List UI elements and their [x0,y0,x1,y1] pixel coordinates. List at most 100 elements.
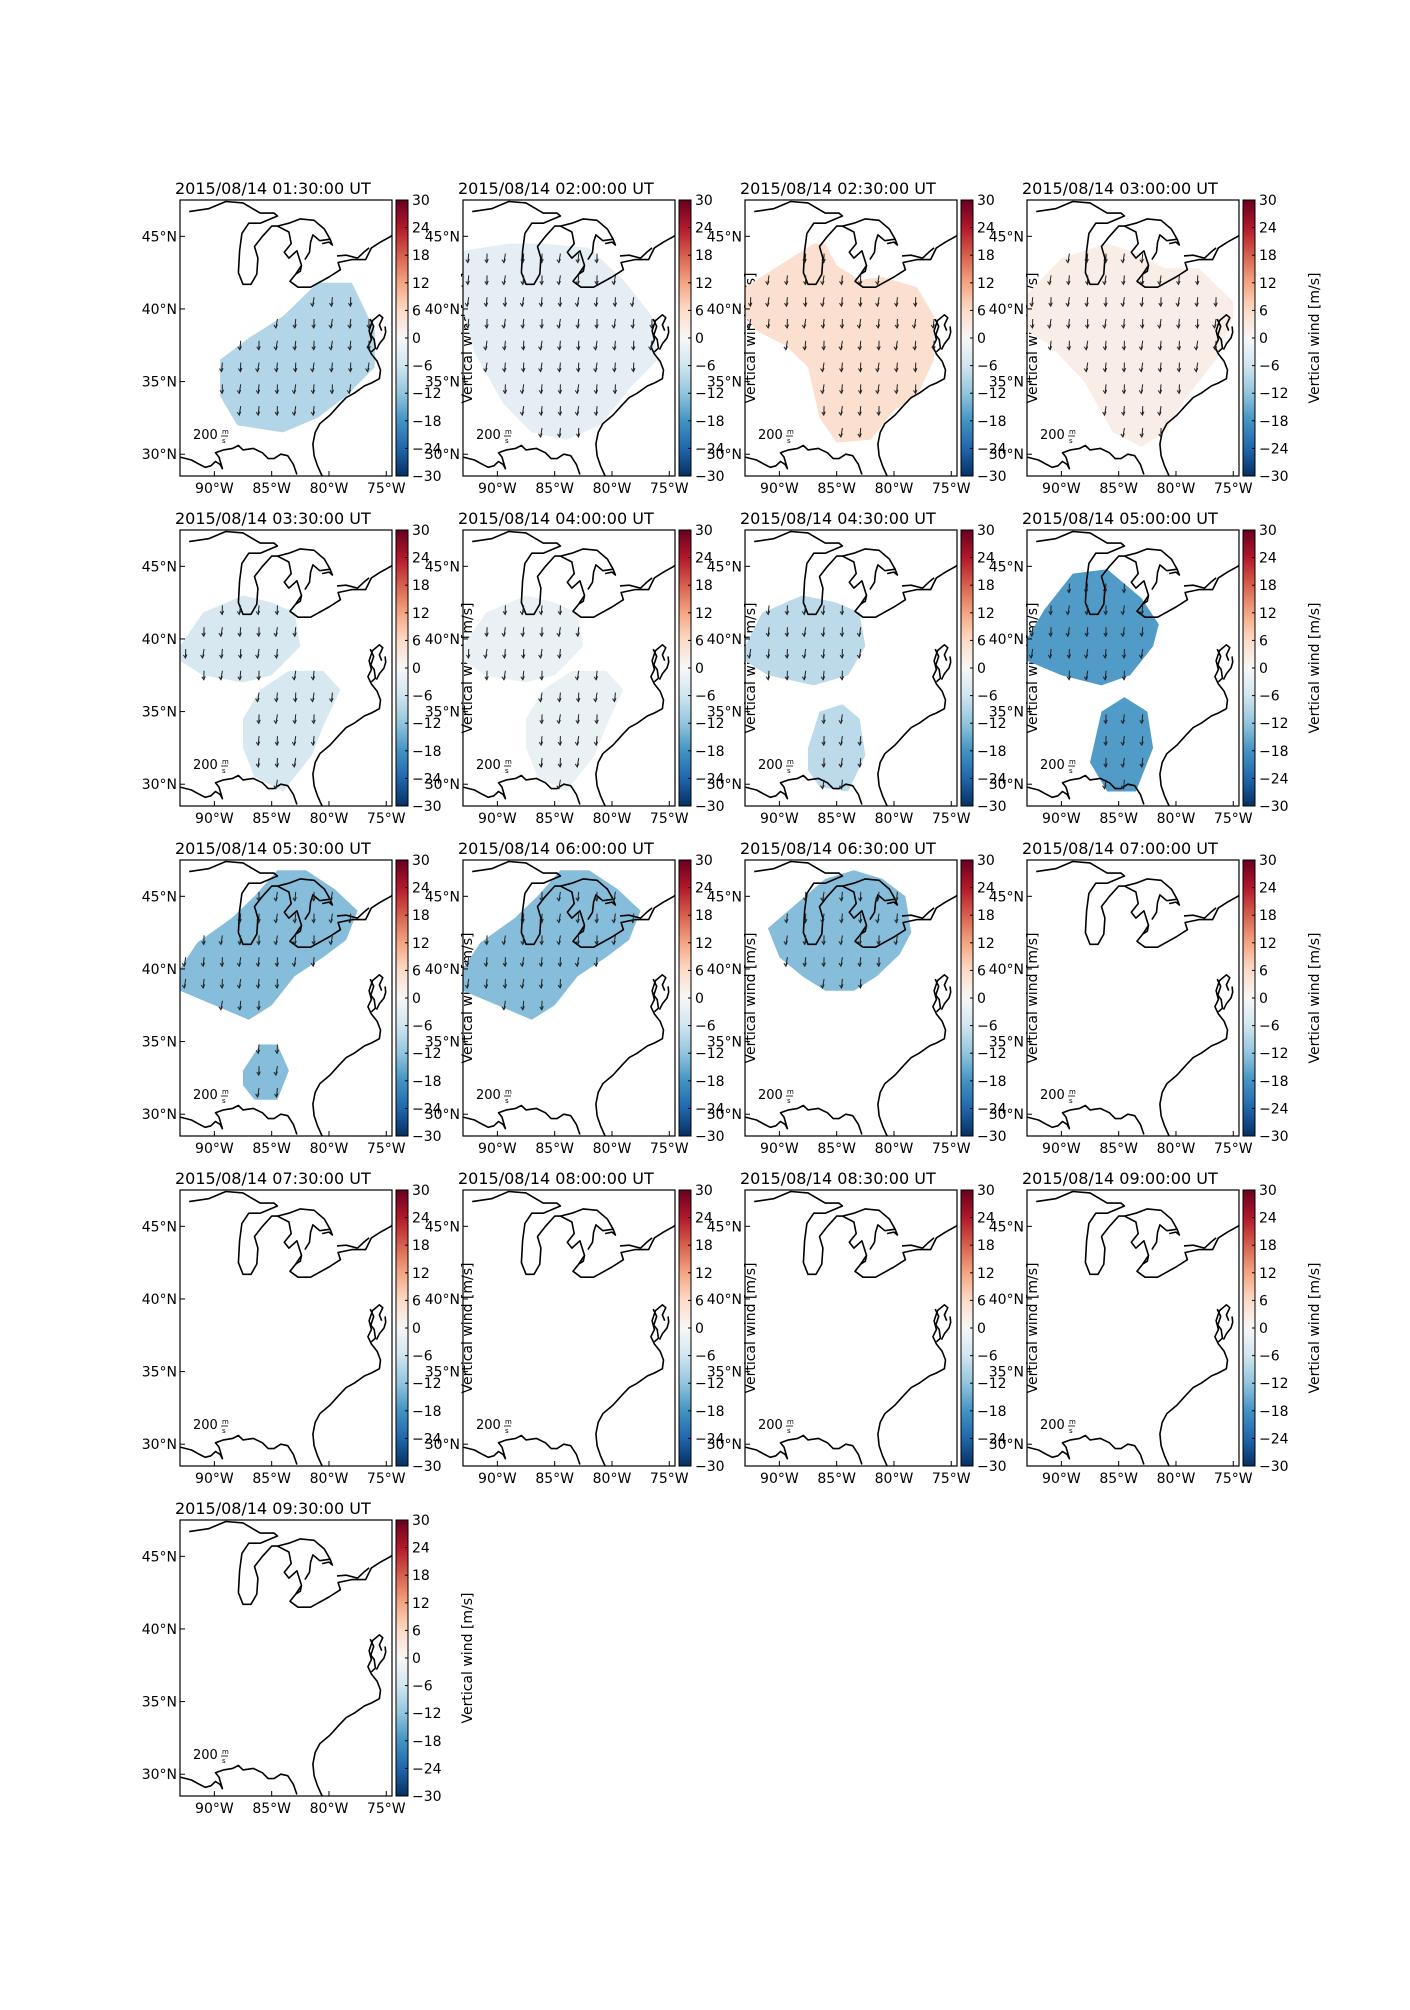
colorbar-tick-label: 30 [412,853,430,869]
lat-tick-label: 35°N [989,705,1024,721]
lat-tick-label: 30°N [989,1107,1024,1123]
panel-frame [462,529,676,807]
wind-arrow-head [857,346,862,351]
wind-arrow-head [539,280,544,286]
wind-arrow-head [838,411,843,417]
coastline [1159,644,1231,806]
quiver-key-unit-num: m [222,1748,229,1756]
colorbar-tick-label: −24 [977,1431,1007,1447]
panel-frame [744,199,958,477]
wind-arrow-head [237,632,242,638]
map-panel: 2015/08/14 06:00:00 UT 200 ms 90°W 85°W 80°W 7… [425,839,759,1157]
colorbar-label: Vertical wind [m/s] [460,1593,476,1724]
colorbar-tick-label: 6 [695,633,704,649]
lon-tick-label: 90°W [760,481,799,497]
wind-arrow-head [1103,741,1108,747]
coastline [1159,974,1231,1136]
wind-arrow-head [557,610,563,616]
wind-arrow-head [273,346,278,351]
wind-arrow-head [1120,433,1125,438]
colorbar-tick-label: 30 [977,523,995,539]
quiver-key-value: 200 [1040,428,1065,443]
wind-arrow-head [1102,280,1107,286]
quiver-key-value: 200 [1040,758,1065,773]
wind-arrow-head [820,302,825,308]
wind-arrow-head [1195,280,1200,286]
wind-arrow-head [201,940,206,946]
wind-arrow-head [858,302,863,308]
wind-arrow-head [273,897,278,902]
lon-tick-label: 90°W [760,811,799,827]
lat-tick-label: 40°N [425,632,460,648]
wind-arrow-head [765,324,771,330]
quiver-key-value: 200 [476,428,501,443]
colorbar-tick-label: −18 [977,414,1007,430]
wind-arrow-head [256,719,261,725]
lat-tick-label: 30°N [142,447,177,463]
quiver-key-value: 200 [476,1418,501,1433]
wind-arrow-head [273,324,278,330]
lat-tick-label: 30°N [707,1107,742,1123]
lat-tick-label: 35°N [425,1035,460,1051]
wind-arrow-head [218,632,223,638]
lon-tick-label: 90°W [1042,811,1081,827]
panel-frame [1026,859,1240,1137]
panel-frame [462,1189,676,1467]
wind-arrow-head [274,654,279,660]
coastline [1222,326,1234,350]
quiver-key-unit-num: m [505,428,512,436]
coastline [619,907,653,919]
lon-tick-label: 85°W [817,1471,856,1487]
wind-arrow-head [502,962,508,968]
wind-arrow-head [291,763,297,768]
colorbar-tick-label: 18 [412,248,430,264]
wind-arrow-head [1139,741,1144,747]
wind-arrow-head [538,389,544,395]
wind-arrow-head [876,940,881,946]
colorbar-tick-label: −30 [695,469,725,485]
coastline [754,1190,957,1278]
wind-arrow-head [857,433,862,438]
coastline [619,247,653,259]
map-panel: 2015/08/14 05:30:00 UT 200 ms 90°W 85°W 80°W 7… [142,839,476,1157]
quiver-key-value: 200 [758,758,783,773]
colorbar-tick-label: −30 [695,799,725,815]
wind-arrow-head [1157,346,1163,351]
quiver-key-unit-num: m [787,758,794,766]
colorbar-tick-label: 6 [412,1293,421,1309]
wind-arrow-head [575,280,580,286]
lon-tick-label: 75°W [367,1141,406,1157]
wind-arrow-head [576,346,581,351]
wind-arrow-head [746,654,752,660]
colorbar-tick-label: 12 [1259,1266,1277,1282]
coastline [472,530,675,618]
quiver-key-unit-den: s [787,1097,791,1105]
wind-arrow-head [593,389,599,395]
wind-arrow-head [557,984,563,990]
quiver-key-unit-num: m [787,1088,794,1096]
wind-arrow-head [820,632,826,638]
colorbar-tick-label: −6 [1259,1019,1280,1035]
colorbar-tick-label: 12 [412,1266,430,1282]
wind-arrow-head [1083,346,1089,351]
wind-arrow-head [1213,302,1218,308]
coastline [472,860,675,948]
wind-arrow-head [483,962,489,968]
wind-arrow-head [200,962,206,968]
lat-tick-label: 30°N [142,1107,177,1123]
wind-arrow-head [1102,324,1107,330]
coastline [180,444,298,475]
colorbar-tick-label: −6 [977,1349,998,1365]
wind-arrow-head [218,940,223,946]
wind-arrow-head [765,302,770,308]
wind-region [1027,569,1159,686]
wind-arrow-head [521,346,526,351]
wind-arrow-head [746,324,752,330]
colorbar-tick-label: 12 [412,936,430,952]
lon-tick-label: 85°W [1099,1141,1138,1157]
colorbar-label: Vertical wind [m/s] [1025,933,1041,1064]
panel-content [180,860,392,1136]
coastline [321,898,334,906]
wind-arrow-head [1066,324,1071,330]
wind-arrow-head [931,346,936,351]
